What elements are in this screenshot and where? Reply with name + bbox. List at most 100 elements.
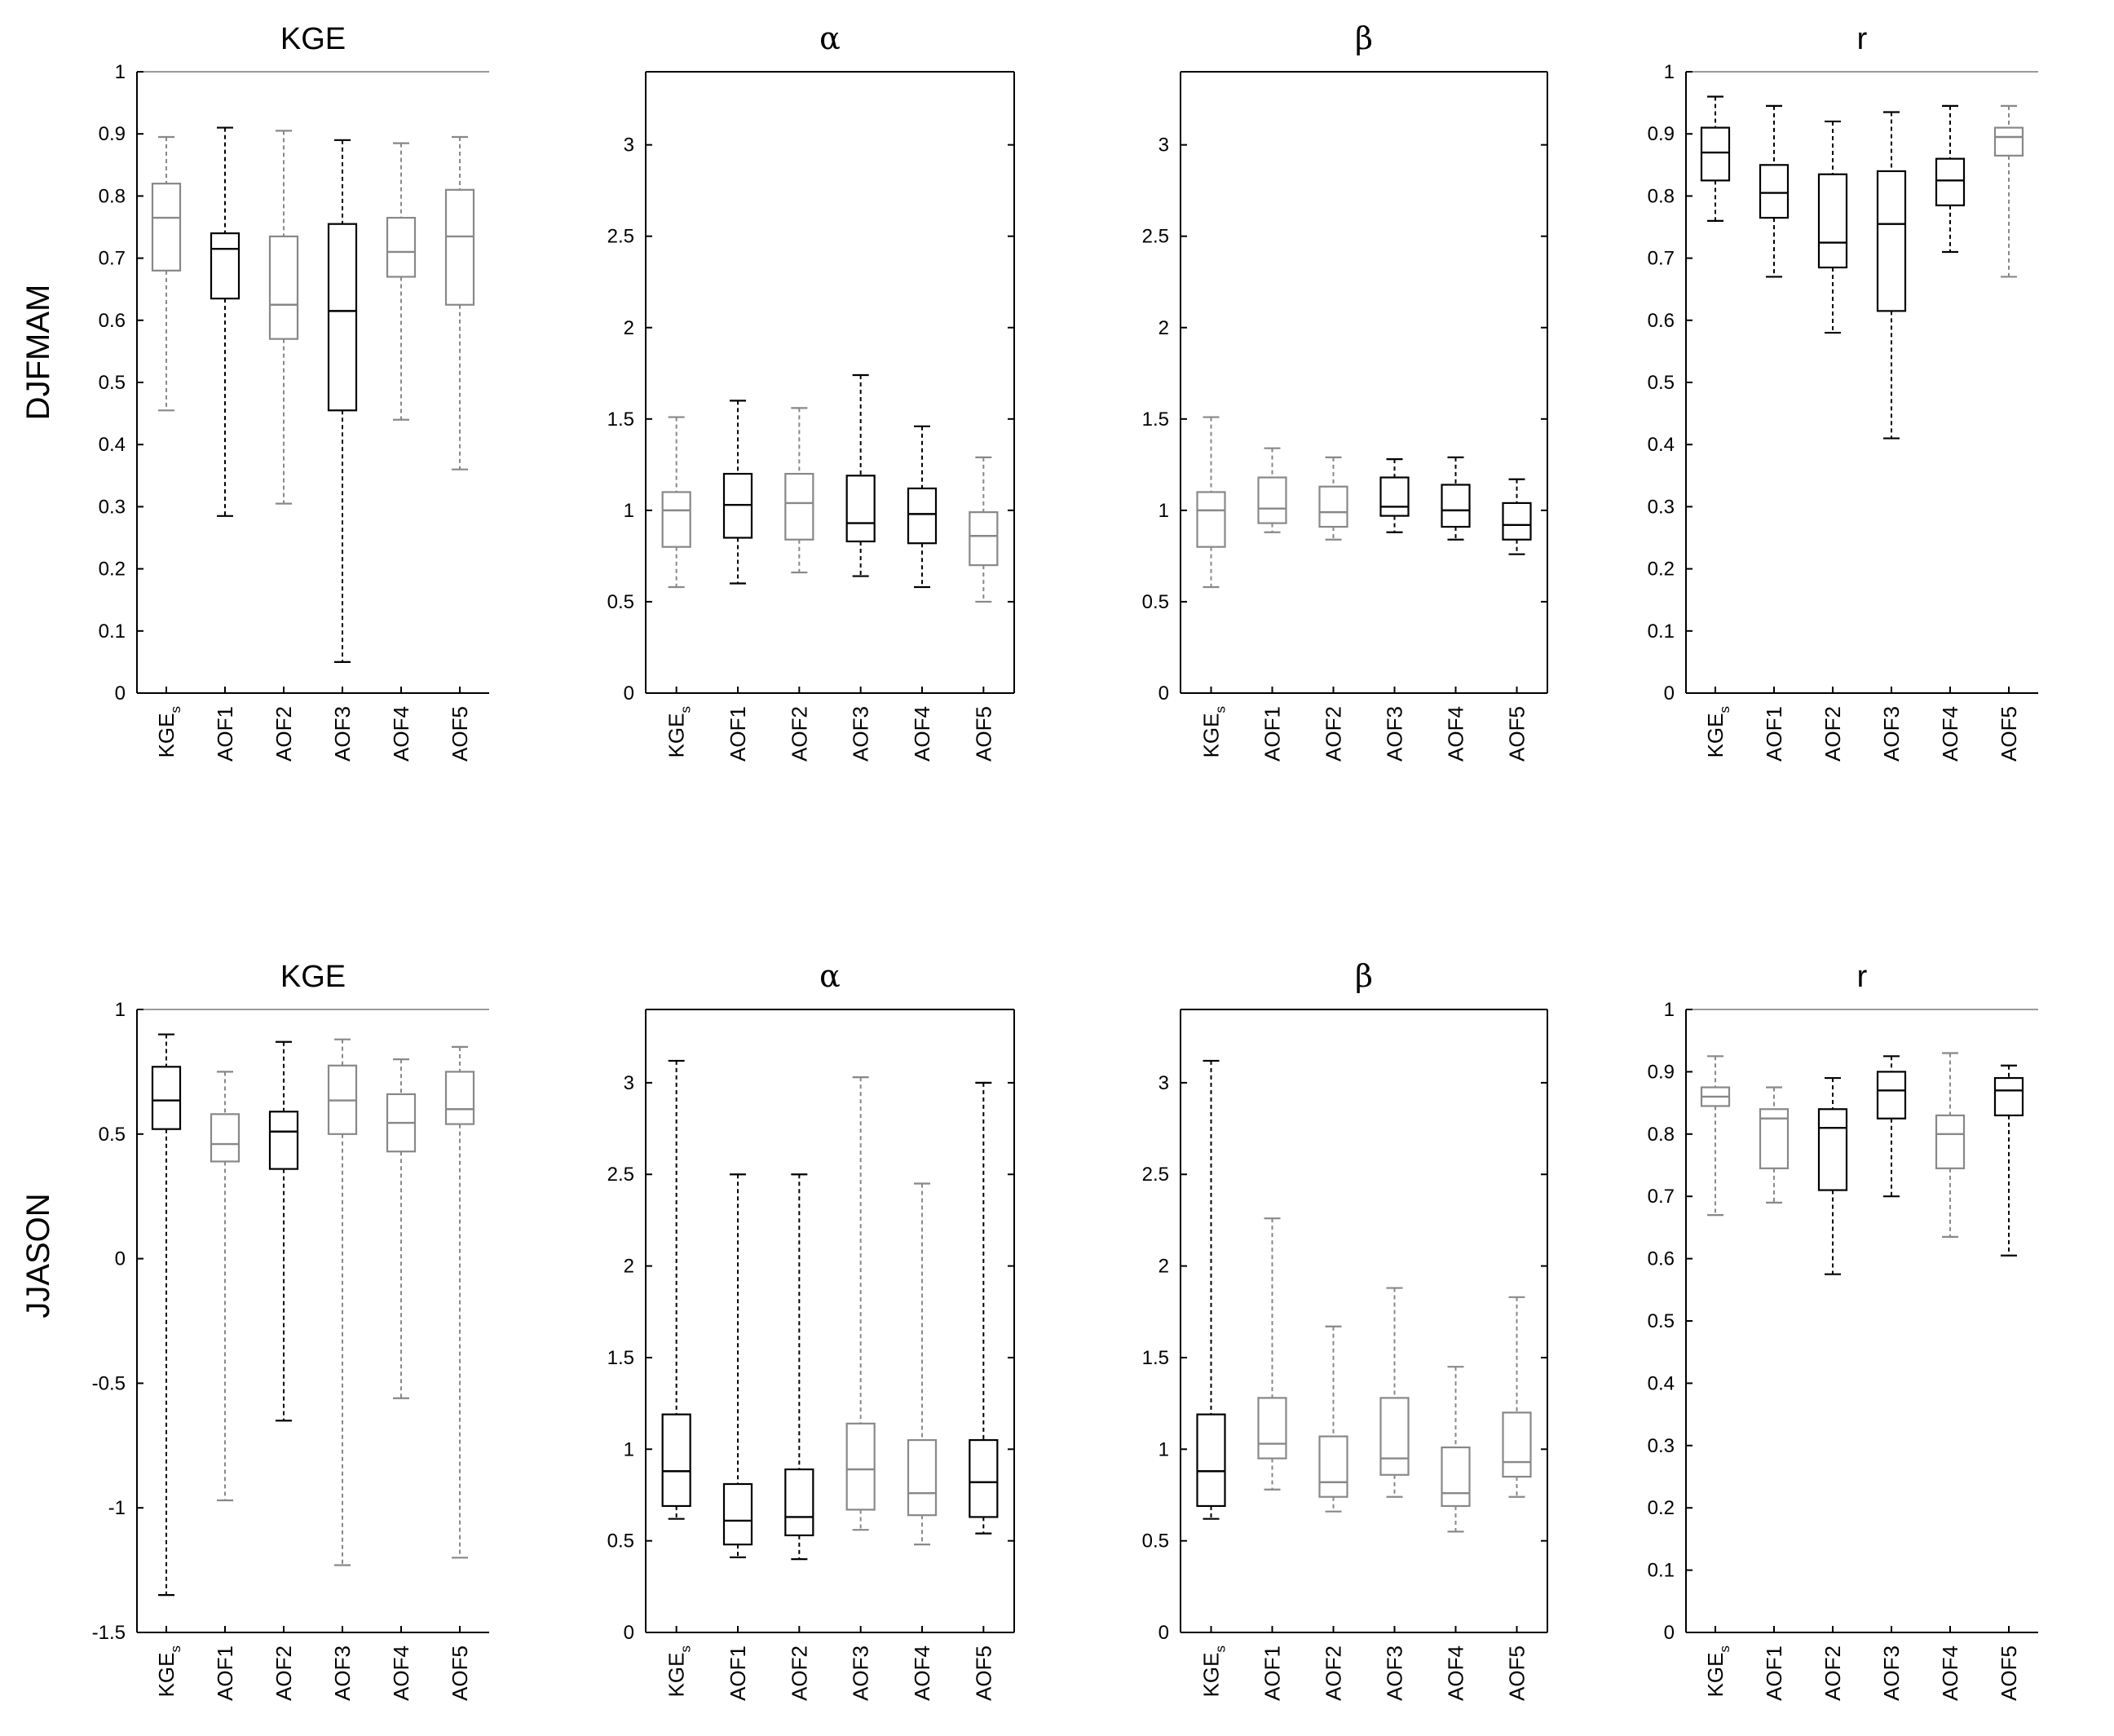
y-tick-label: 0.5 (607, 591, 634, 613)
box-5 (907, 425, 938, 589)
x-tick-label: AOF5 (971, 706, 995, 762)
x-tick-label: AOF3 (330, 1645, 355, 1701)
x-tick-label: KGEs (664, 706, 694, 758)
x-tick-label: AOF2 (1322, 706, 1346, 762)
x-tick-label-subscript: s (678, 1645, 694, 1653)
x-tick-label-text: AOF5 (1997, 1645, 2021, 1701)
box-iqr (1441, 484, 1471, 528)
box-iqr (969, 511, 999, 567)
x-tick-label: AOF4 (1444, 1645, 1468, 1701)
x-tick-label-text: AOF4 (910, 1645, 934, 1701)
box-3 (1817, 120, 1848, 334)
x-tick-label-text: AOF5 (448, 1645, 472, 1701)
x-tick-label-text: KGE (1199, 713, 1224, 758)
box-1 (1196, 416, 1226, 589)
y-tick-label: 1 (115, 999, 126, 1021)
x-tick-label-text: KGE (154, 1653, 179, 1698)
box-iqr (1318, 1435, 1348, 1498)
panel-3: β 0 0.5 1 1.5 2 2.5 3 KGEs AOF1 AOF2 AOF3 AOF4 AOF5 (1142, 20, 1548, 762)
x-tick-label-text: AOF3 (330, 706, 355, 762)
x-tick-label-text: AOF4 (389, 1645, 413, 1701)
box-6 (1502, 478, 1532, 555)
box-iqr (1935, 157, 1966, 206)
x-tick-label-text: AOF5 (1997, 706, 2021, 762)
x-tick-label: AOF3 (849, 1645, 873, 1701)
x-tick-label: AOF1 (213, 1645, 237, 1701)
y-tick-label: 0.9 (1648, 123, 1675, 145)
y-tick-label: 2 (624, 317, 634, 339)
y-tick-label: 0.1 (1648, 1560, 1675, 1582)
x-tick-label-text: KGE (1199, 1653, 1224, 1698)
box-1 (661, 416, 691, 589)
x-tick-label: AOF5 (1997, 1645, 2021, 1701)
x-tick-label: KGEs (1199, 706, 1229, 758)
y-tick-label: -1 (108, 1497, 126, 1519)
x-tick-label: KGEs (1199, 1645, 1229, 1697)
x-tick-label-text: AOF5 (971, 706, 995, 762)
box-iqr (1379, 476, 1410, 517)
x-tick-label-text: AOF4 (1938, 706, 1962, 762)
box-iqr (1759, 164, 1790, 219)
x-tick-label-text: AOF2 (1322, 706, 1346, 762)
box-5 (386, 1058, 417, 1399)
y-tick-label: 1 (1159, 1438, 1169, 1460)
y-tick-label: 3 (624, 135, 634, 157)
box-4 (1876, 111, 1907, 440)
box-iqr (784, 472, 814, 541)
y-tick-label: 3 (624, 1072, 634, 1094)
x-tick-label-subscript: s (1213, 706, 1229, 713)
box-6 (444, 1045, 475, 1559)
y-tick-label: 1 (624, 1438, 634, 1460)
panel-title: α (819, 20, 841, 56)
y-tick-label: 0.3 (99, 496, 126, 518)
x-tick-label-text: KGE (664, 1653, 689, 1698)
y-tick-label: 1 (624, 500, 634, 522)
y-tick-label: 3 (1159, 135, 1169, 157)
box-iqr (1817, 173, 1848, 269)
y-tick-label: 2.5 (1142, 1164, 1169, 1186)
x-tick-label-text: AOF1 (726, 706, 750, 762)
x-tick-label-text: AOF4 (389, 706, 413, 762)
x-tick-label: AOF4 (389, 706, 413, 762)
box-iqr (1993, 126, 2024, 157)
x-tick-label: AOF2 (787, 706, 811, 762)
x-tick-label-text: AOF1 (726, 1645, 750, 1701)
y-tick-label: 0.5 (607, 1531, 634, 1553)
box-iqr (1502, 501, 1532, 541)
box-4 (1379, 1287, 1410, 1498)
box-iqr (210, 1113, 241, 1163)
box-4 (845, 1076, 876, 1531)
y-tick-label: 0 (1664, 682, 1675, 705)
box-iqr (1876, 170, 1907, 312)
panel-title: r (1857, 22, 1868, 56)
box-3 (1318, 456, 1348, 541)
y-tick-label: 0.6 (1648, 1248, 1675, 1270)
box-iqr (845, 475, 876, 543)
box-iqr (268, 1111, 299, 1170)
box-3 (784, 407, 814, 574)
y-tick-label: 0.5 (1648, 372, 1675, 394)
x-tick-label: AOF4 (1938, 1645, 1962, 1701)
x-tick-label-text: AOF4 (1444, 706, 1468, 762)
box-iqr (722, 1482, 753, 1546)
box-2 (210, 126, 241, 517)
x-tick-label-text: AOF2 (1322, 1645, 1346, 1701)
panel-title: KGE (280, 22, 346, 56)
x-tick-label-text: AOF3 (1879, 1645, 1904, 1701)
box-iqr (784, 1468, 814, 1537)
x-tick-label-text: AOF3 (1383, 1645, 1407, 1701)
x-tick-label-subscript: s (1213, 1645, 1229, 1653)
box-iqr (1441, 1446, 1471, 1508)
x-tick-label: AOF5 (448, 1645, 472, 1701)
x-tick-label: AOF2 (1821, 706, 1845, 762)
panel-4: r 0 0.1 0.2 0.3 0.4 0.5 0.6 0.7 0.8 0.9 1 KGEs AOF1 AO… (1648, 22, 2038, 762)
box-iqr (907, 487, 938, 545)
x-tick-label: AOF1 (726, 1645, 750, 1701)
x-tick-label: AOF4 (910, 1645, 934, 1701)
panel-7: β 0 0.5 1 1.5 2 2.5 3 KGEs AOF1 AOF2 AOF3 AOF4 AOF5 (1142, 958, 1548, 1701)
x-tick-label-text: KGE (154, 713, 179, 758)
y-tick-label: 3 (1159, 1072, 1169, 1094)
box-iqr (1817, 1108, 1848, 1191)
